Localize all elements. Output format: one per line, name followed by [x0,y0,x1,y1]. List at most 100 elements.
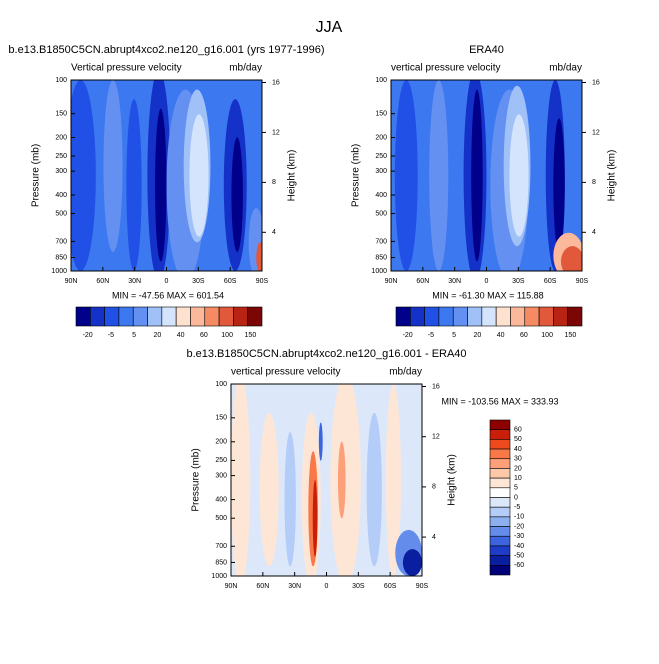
field-patch [366,412,382,567]
y2-tick-label: 12 [432,434,440,441]
colorbar-box [553,306,568,327]
colorbar-box [438,306,454,327]
y-tick-label: 150 [375,110,387,117]
y-tick-label: 400 [215,496,227,503]
y-tick-label: 850 [375,254,387,261]
x-tick-label: 30S [192,278,205,285]
colorbar-box [489,419,511,430]
y2-axis-label: Height (km) [607,150,618,202]
colorbar-box [452,306,468,327]
colorbar-box [489,565,511,576]
colorbar-box [489,535,511,547]
y-tick-label: 200 [215,439,227,446]
field-patch [402,549,422,576]
x-tick-label: 90S [416,583,429,590]
x-tick-label: 60S [384,583,397,590]
colorbar-box [489,516,511,527]
colorbar-label: 150 [245,332,257,339]
colorbar-label: 20 [514,465,522,472]
y-tick-label: 850 [55,254,67,261]
x-tick-label: 30S [512,278,525,285]
field-patch [312,480,318,557]
colorbar-box [118,306,134,327]
colorbar-box [467,306,483,327]
colorbar-label: 100 [541,332,553,339]
field-patch [429,80,449,271]
colorbar-box [104,306,120,327]
y-tick-label: 150 [215,415,227,422]
colorbar-box [190,306,206,327]
y-tick-label: 700 [55,238,67,245]
x-tick-label: 90S [576,278,589,285]
stats-label: MIN = -61.30 MAX = 115.88 [432,290,543,300]
x-tick-label: 60N [256,583,269,590]
colorbar-label: -30 [514,533,524,540]
y-tick-label: 300 [55,168,67,175]
x-tick-label: 30N [128,278,141,285]
field-patch [553,118,565,252]
field-patch [231,384,251,576]
colorbar-box [218,306,234,327]
colorbar-box [489,545,511,556]
field-patch [103,80,123,252]
contour-field [71,80,262,271]
colorbar-box [489,506,511,518]
y-tick-label: 400 [55,192,67,199]
field-patch [385,384,401,576]
colorbar-label: -20 [403,332,413,339]
y-tick-label: 850 [215,559,227,566]
stats-label: MIN = -103.56 MAX = 333.93 [441,396,558,406]
x-tick-label: 30N [448,278,461,285]
x-tick-label: 0 [325,583,329,590]
y-tick-label: 250 [55,153,67,160]
y-axis-label: Pressure (mb) [191,448,202,511]
field-patch [284,432,296,567]
x-tick-label: 60N [416,278,429,285]
field-patch [394,80,418,271]
colorbar-box [161,306,177,327]
x-tick-label: 90S [256,278,269,285]
y-tick-label: 150 [55,110,67,117]
colorbar-label: 100 [221,332,233,339]
colorbar-label: -50 [514,552,524,559]
panel-title: ERA40 [469,44,504,56]
left-label: vertical pressure velocity [391,63,500,74]
colorbar-label: -40 [514,543,524,550]
y2-tick-label: 8 [592,179,596,186]
colorbar-label: -20 [83,332,93,339]
y-tick-label: 200 [55,134,67,141]
x-tick-label: 60S [224,278,237,285]
field-patch [231,137,243,252]
y-axis-label: Pressure (mb) [351,144,362,207]
colorbar-box [204,306,220,327]
y-tick-label: 250 [375,153,387,160]
stats-label: MIN = -47.56 MAX = 601.54 [112,290,224,300]
colorbar-label: 10 [514,475,522,482]
y2-tick-label: 8 [432,484,436,491]
colorbar-label: 40 [177,332,185,339]
colorbar-box [489,555,511,566]
colorbar-label: -5 [514,504,520,511]
right-label: mb/day [229,63,262,74]
colorbar-box [489,448,511,460]
field-patch [155,108,167,262]
y-tick-label: 100 [375,77,387,84]
colorbar-label: 60 [520,332,528,339]
field-patch [256,242,262,271]
y-tick-label: 500 [215,515,227,522]
colorbar-box [481,306,497,327]
field-patch [560,246,582,271]
y-tick-label: 200 [375,134,387,141]
colorbar-box [489,497,511,508]
x-tick-label: 60N [96,278,109,285]
x-tick-label: 30S [352,583,365,590]
colorbar-box [489,468,511,479]
colorbar-box [567,306,583,327]
y-tick-label: 100 [55,77,67,84]
colorbar-box [175,306,191,327]
colorbar-box [410,306,425,327]
colorbar-label: -60 [514,562,524,569]
colorbar-label: 60 [514,427,522,434]
y-tick-label: 400 [375,192,387,199]
